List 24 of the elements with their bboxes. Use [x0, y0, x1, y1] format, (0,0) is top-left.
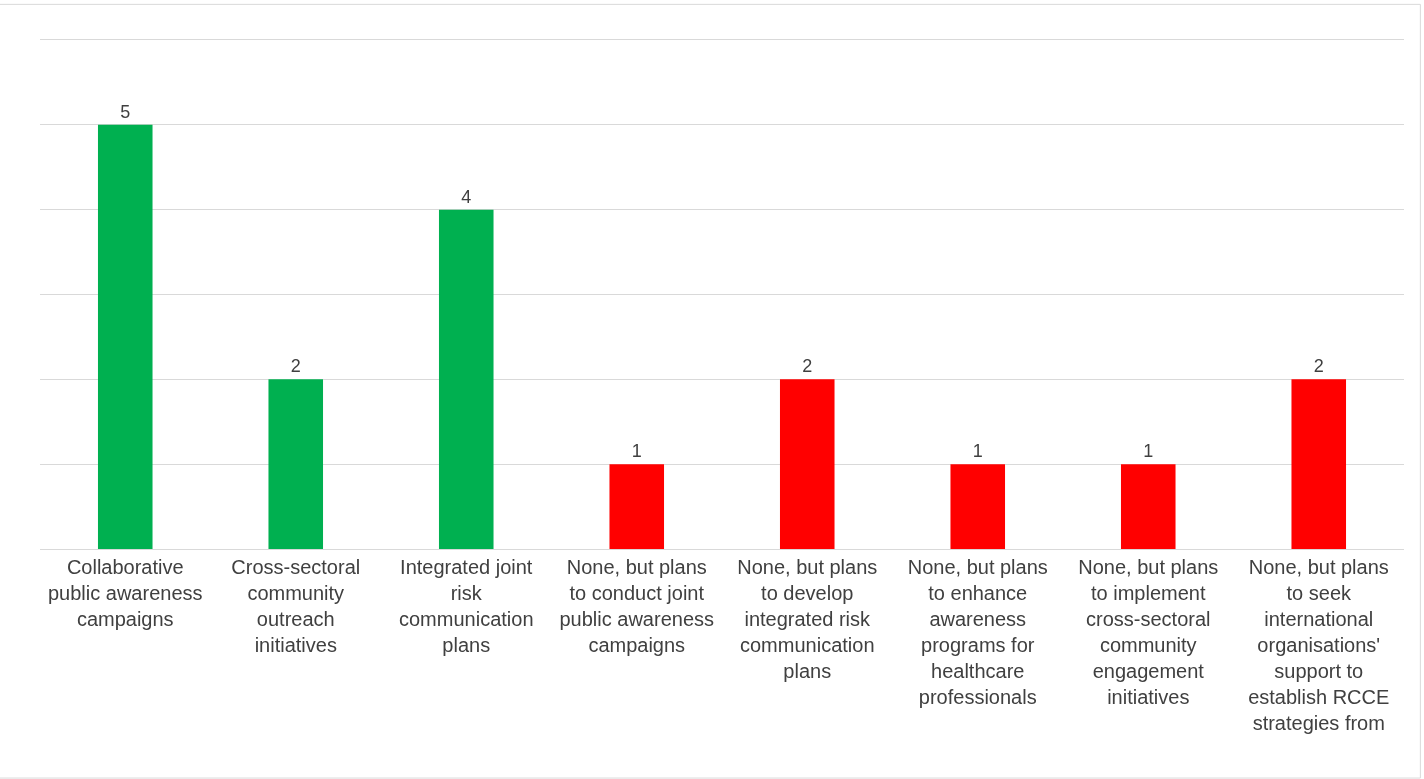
data-label: 4 — [461, 186, 472, 207]
data-label: 1 — [972, 441, 983, 462]
bar — [97, 124, 153, 549]
bar — [609, 464, 665, 549]
data-label: 2 — [290, 356, 301, 377]
bar — [438, 209, 494, 549]
bar — [779, 379, 835, 549]
x-tick-label: None, but plans to conduct joint public awareness campaigns — [559, 556, 715, 657]
x-tick-label: Integrated joint risk communication plans — [398, 556, 534, 657]
x-tick-label: None, but plans to develop integrated risk communication plans — [737, 556, 878, 683]
x-tick-label: Collaborative public awareness campaigns — [47, 556, 203, 631]
data-label: 2 — [802, 356, 813, 377]
data-label: 1 — [1143, 441, 1154, 462]
data-label: 2 — [1313, 356, 1324, 377]
bar — [268, 379, 324, 549]
x-tick-label: Cross-sectoral community outreach initiatives — [231, 556, 361, 657]
x-tick-label: None, but plans to implement cross-sectoral community engagement initiatives — [1078, 556, 1219, 709]
x-tick-label: None, but plans to seek international organisations' support to establish RCCE strategies from — [1248, 556, 1390, 735]
bar — [1291, 379, 1347, 549]
bar — [950, 464, 1006, 549]
bar — [1120, 464, 1176, 549]
data-label: 1 — [631, 441, 642, 462]
x-tick-label: None, but plans to enhance awareness programs for healthcare professionals — [907, 556, 1048, 709]
data-label: 5 — [120, 101, 131, 122]
